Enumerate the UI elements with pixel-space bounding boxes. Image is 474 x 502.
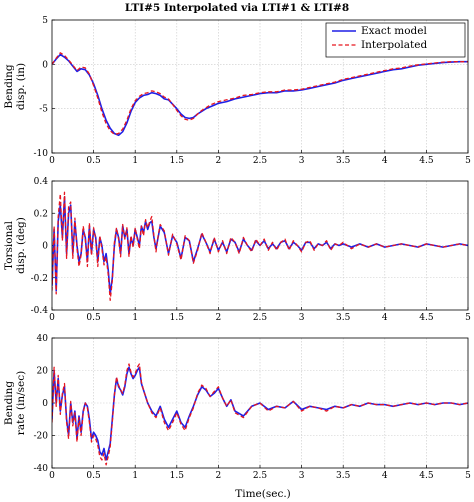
series-interpolated <box>52 52 468 136</box>
series-interpolated <box>52 363 468 466</box>
plot-frame <box>51 19 469 154</box>
panel-1: 0 0.5 1 1.5 2 2.5 3 3.5 4 4.5 5 5 0 -5 -10 Bending disp.… <box>3 16 471 166</box>
y-axis-label: disp. (in) <box>15 63 27 110</box>
y-tick-label: -10 <box>34 149 49 159</box>
y-axis-label: disp. (deg) <box>15 217 27 274</box>
x-tick-label: 4.5 <box>419 156 434 166</box>
x-tick-label: 1.5 <box>170 313 185 323</box>
x-tick-label: 4.5 <box>419 471 434 481</box>
x-tick-label: 0.5 <box>86 471 101 481</box>
y-tick-label: -40 <box>34 464 49 474</box>
series-interpolated <box>52 191 468 301</box>
x-tick-label: 2 <box>216 471 222 481</box>
x-tick-label: 3.5 <box>336 313 351 323</box>
legend: Exact model Interpolated <box>325 22 466 58</box>
y-tick-label: 20 <box>37 367 49 377</box>
x-tick-label: 2 <box>216 313 222 323</box>
x-tick-label: 4.5 <box>419 313 434 323</box>
y-tick-label: -20 <box>34 432 49 442</box>
y-tick-label: 0 <box>42 242 48 252</box>
x-tick-label: 0 <box>49 471 55 481</box>
panel-2: 0 0.5 1 1.5 2 2.5 3 3.5 4 4.5 5 0.4 0.2 0 -0.2 -0.4 Tors… <box>3 177 471 323</box>
legend-box <box>325 22 466 58</box>
x-tick-label: 1 <box>132 313 138 323</box>
x-tick-label: 2 <box>216 156 222 166</box>
plot-frame <box>51 180 469 311</box>
x-tick-label: 3 <box>299 156 305 166</box>
x-axis-label: Time(sec.) <box>235 488 291 500</box>
x-tick-label: 1 <box>132 156 138 166</box>
x-tick-label: 5 <box>465 313 471 323</box>
chart-title: LTI#5 Interpolated via LTI#1 & LTI#8 <box>125 2 349 14</box>
x-tick-label: 5 <box>465 471 471 481</box>
x-tick-label: 4 <box>382 313 388 323</box>
y-tick-label: 0.2 <box>34 209 48 219</box>
x-tick-label: 1.5 <box>170 156 185 166</box>
y-axis-label: Torsional <box>3 220 15 270</box>
y-tick-label: 0 <box>42 399 48 409</box>
legend-entry: Interpolated <box>361 39 427 51</box>
panel-3: 0 0.5 1 1.5 2 2.5 3 3.5 4 4.5 5 40 20 0 -20 -40 Bending r… <box>3 334 471 481</box>
y-tick-label: 40 <box>37 334 49 344</box>
y-tick-label: 0.4 <box>34 177 49 187</box>
x-tick-label: 5 <box>465 156 471 166</box>
y-tick-label: -0.4 <box>31 306 49 316</box>
x-tick-label: 4 <box>382 471 388 481</box>
y-axis-label: rate (in/sec) <box>15 371 27 435</box>
y-tick-label: 5 <box>42 16 48 26</box>
x-tick-label: 2.5 <box>253 156 268 166</box>
x-tick-label: 1 <box>132 471 138 481</box>
x-tick-label: 3 <box>299 313 305 323</box>
x-tick-label: 2.5 <box>253 313 268 323</box>
legend-entry: Exact model <box>361 25 427 37</box>
y-tick-label: -5 <box>39 105 48 115</box>
y-tick-label: 0 <box>42 60 48 70</box>
x-tick-label: 0.5 <box>86 313 101 323</box>
y-axis-label: Bending <box>3 64 15 109</box>
y-tick-label: -0.2 <box>31 274 48 284</box>
x-tick-label: 4 <box>382 156 388 166</box>
plot-frame <box>51 337 469 469</box>
y-axis-label: Bending <box>3 381 15 426</box>
x-tick-label: 1.5 <box>170 471 185 481</box>
x-tick-label: 0.5 <box>86 156 101 166</box>
x-tick-label: 0 <box>49 156 55 166</box>
x-tick-label: 3.5 <box>336 471 351 481</box>
x-tick-label: 0 <box>49 313 55 323</box>
x-tick-label: 3 <box>299 471 305 481</box>
x-tick-label: 3.5 <box>336 156 351 166</box>
x-tick-label: 2.5 <box>253 471 268 481</box>
